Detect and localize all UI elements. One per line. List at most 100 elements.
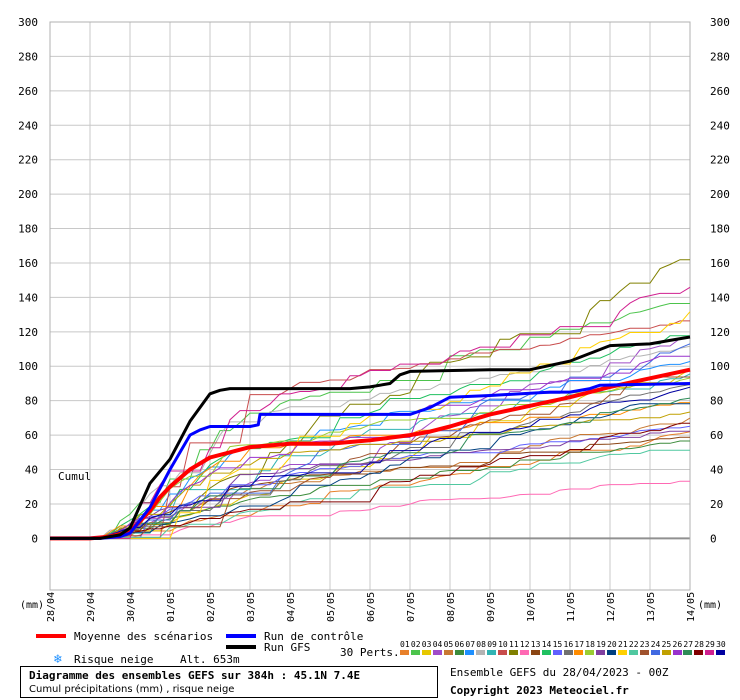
perturbation-swatch (487, 650, 497, 655)
series-axis-label: Cumul (58, 470, 92, 483)
perturbation-swatch (639, 650, 649, 655)
perturbation-swatch (563, 650, 573, 655)
perturbation-swatch (421, 650, 431, 655)
perturbation-swatch (716, 650, 726, 655)
x-tick-label: 06/05 (366, 592, 377, 622)
perturbation-swatch (530, 650, 540, 655)
perturbation-swatch (650, 650, 660, 655)
perturbation-line (50, 402, 690, 539)
x-tick-label: 09/05 (486, 592, 497, 622)
y-axis-unit-right: (mm) (698, 600, 723, 611)
legend-mean-label: Moyenne des scénarios (74, 630, 214, 643)
x-tick-label: 01/05 (166, 592, 177, 622)
perturbation-swatch (541, 650, 551, 655)
y-tick-labels-right: 0 20 40 60 80 100 120 140 160 180 200 220 240 260 280 3… (710, 16, 730, 545)
perturbation-number: 20 (607, 640, 617, 649)
perturbation-swatch (574, 650, 584, 655)
y-tick-label: 140 (18, 291, 38, 304)
perturbation-number: 02 (410, 640, 421, 649)
y-tick-label: 100 (18, 360, 38, 373)
x-tick-label: 13/05 (646, 592, 657, 622)
chart-title: Diagramme des ensembles GEFS sur 384h : … (29, 669, 361, 682)
x-tick-label: 07/05 (406, 592, 417, 622)
ensemble-run-label: Ensemble GEFS du 28/04/2023 - 00Z (450, 666, 669, 679)
x-tick-label: 28/04 (46, 592, 57, 622)
y-tick-label: 260 (710, 85, 730, 98)
x-tick-label: 10/05 (526, 592, 537, 622)
perturbation-line (50, 417, 691, 539)
perturbation-line (50, 422, 690, 539)
perturbation-swatch (552, 650, 562, 655)
y-tick-label: 240 (710, 119, 730, 132)
perturbation-number: 28 (694, 640, 704, 649)
perturbation-line (50, 403, 690, 539)
perturbation-swatch (519, 650, 529, 655)
x-tick-label: 04/05 (286, 592, 297, 622)
perturbation-swatch (443, 650, 453, 655)
perturbation-swatch (498, 650, 508, 655)
perturbation-number: 18 (585, 640, 595, 649)
perturbation-number: 06 (454, 640, 465, 649)
perturbation-line (50, 430, 690, 539)
perturbation-number: 03 (421, 640, 432, 649)
perturbation-number: 12 (519, 640, 530, 649)
perturbation-number: 16 (563, 640, 574, 649)
perturbation-number: 04 (432, 640, 443, 649)
grid-lines (49, 21, 691, 591)
y-tick-label: 100 (710, 360, 730, 373)
y-tick-label: 200 (18, 188, 38, 201)
y-tick-label: 260 (18, 85, 38, 98)
y-tick-label: 20 (710, 498, 723, 511)
perturbation-line (50, 368, 691, 539)
perturbation-number: 01 (400, 640, 410, 649)
perturbation-line (50, 355, 690, 539)
y-tick-label: 160 (18, 257, 38, 270)
perturbation-number: 17 (574, 640, 585, 649)
snowflake-icon: ❄ (54, 652, 62, 667)
x-tick-labels: 28/04 29/04 30/04 01/05 02/05 03/05 04/05 05/05… (46, 592, 697, 622)
y-tick-label: 300 (710, 16, 730, 29)
y-tick-label: 180 (18, 223, 38, 236)
perturbation-line (50, 397, 691, 539)
legend-gfs-label: Run GFS (264, 641, 311, 654)
y-tick-label: 220 (18, 154, 38, 167)
legend-mean-swatch (36, 634, 66, 638)
x-tick-label: 12/05 (606, 592, 617, 622)
y-tick-label: 120 (710, 326, 730, 339)
y-tick-label: 60 (25, 429, 38, 442)
perturbation-number: 23 (639, 640, 650, 649)
perturbation-line (50, 449, 690, 539)
perturbation-number: 25 (661, 640, 672, 649)
perturbation-swatch (509, 650, 518, 655)
perturbation-swatch (694, 650, 704, 655)
perturbation-number: 10 (498, 640, 508, 649)
y-tick-label: 300 (18, 16, 38, 29)
y-tick-label: 280 (18, 50, 38, 63)
x-tick-label: 03/05 (246, 592, 257, 622)
perturbation-line (50, 376, 690, 539)
y-tick-label: 240 (18, 119, 38, 132)
perturbation-swatch (618, 650, 627, 655)
y-tick-label: 80 (710, 395, 723, 408)
perturbation-line (50, 480, 690, 539)
y-tick-labels-left: 0 20 40 60 80 100 120 140 160 180 200 220 240 260 280 3… (18, 16, 38, 545)
perturbation-swatch (628, 650, 638, 655)
y-tick-label: 20 (25, 498, 38, 511)
plot-frame (49, 21, 691, 591)
perturbation-line (50, 386, 691, 539)
perturbation-swatch (672, 650, 682, 655)
perturbation-swatch (465, 650, 475, 655)
y-tick-label: 40 (25, 464, 38, 477)
perturbation-number: 26 (672, 640, 683, 649)
perturbation-number: 05 (443, 640, 454, 649)
perturbation-number: 19 (596, 640, 606, 649)
perturbation-number: 24 (650, 640, 661, 649)
perturbation-swatch (410, 650, 420, 655)
x-tick-label: 29/04 (86, 592, 97, 622)
x-tick-label: 14/05 (686, 592, 697, 622)
y-tick-label: 40 (710, 464, 723, 477)
perturbation-swatch (476, 650, 486, 655)
perturbation-swatch (661, 650, 671, 655)
perturbation-swatch (432, 650, 442, 655)
